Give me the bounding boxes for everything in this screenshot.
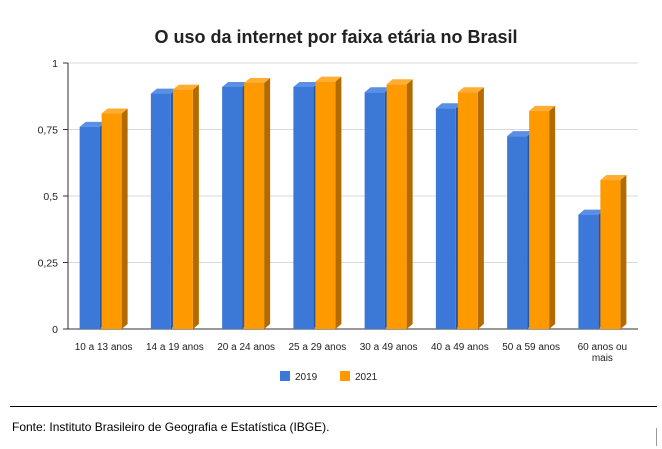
bar-front-2019-4 — [364, 92, 385, 329]
bar-side-2021-7 — [620, 175, 627, 329]
x-tick-label-1: 14 a 19 anos — [146, 342, 204, 353]
chart-container: O uso da internet por faixa etária no Br… — [38, 27, 638, 383]
x-tick-label-line: mais — [592, 353, 613, 364]
page-edge-mark — [656, 428, 660, 446]
bar-top-2021-7 — [600, 175, 627, 181]
bar-front-2021-3 — [315, 81, 336, 330]
bar-front-2019-3 — [293, 86, 314, 329]
bar-2021-0 — [101, 108, 128, 329]
bar-top-2021-5 — [457, 87, 484, 93]
y-tick-label-3: 0,75 — [38, 125, 59, 137]
x-tick-label-0: 10 a 13 anos — [75, 342, 133, 353]
bar-2021-2 — [244, 77, 271, 329]
bar-side-2021-0 — [121, 108, 128, 329]
x-tick-label-line: 25 a 29 anos — [288, 342, 346, 353]
bar-top-2019-1 — [150, 88, 177, 94]
chart-title: O uso da internet por faixa etária no Br… — [154, 27, 517, 47]
y-tick-label-1: 0,25 — [38, 258, 59, 270]
bar-side-2021-6 — [549, 105, 556, 329]
x-tick-label-line: 10 a 13 anos — [75, 342, 133, 353]
bar-2021-1 — [172, 84, 199, 329]
y-tick-label-2: 0,5 — [43, 191, 58, 203]
bars — [79, 76, 627, 330]
bar-2021-3 — [315, 76, 342, 330]
bar-chart: O uso da internet por faixa etária no Br… — [38, 27, 638, 383]
bar-front-2019-6 — [507, 136, 528, 329]
category-labels: 10 a 13 anos 14 a 19 anos 20 a 24 anos 25 a… — [75, 342, 627, 364]
x-tick-label-3: 25 a 29 anos — [288, 342, 346, 353]
bar-2021-6 — [529, 105, 556, 329]
x-tick-label-line: 20 a 24 anos — [217, 342, 275, 353]
bar-side-2021-1 — [192, 84, 199, 329]
x-tick-label-line: 30 a 49 anos — [360, 342, 418, 353]
bar-top-2019-0 — [79, 121, 106, 127]
x-tick-label-line: 40 a 49 anos — [431, 342, 489, 353]
bar-front-2021-0 — [101, 113, 122, 329]
bar-top-2019-2 — [222, 81, 249, 87]
x-tick-label-4: 30 a 49 anos — [360, 342, 418, 353]
legend-label-2019: 2019 — [295, 372, 318, 383]
bar-front-2021-5 — [457, 92, 478, 329]
bar-top-2021-1 — [172, 84, 199, 90]
footer-divider — [10, 406, 657, 407]
bar-front-2019-2 — [222, 86, 243, 329]
bar-front-2019-0 — [79, 126, 100, 329]
bar-front-2021-2 — [244, 82, 265, 329]
bar-side-2021-5 — [477, 87, 484, 329]
legend: 2019 2021 — [280, 371, 378, 383]
x-tick-label-line: 50 a 59 anos — [502, 342, 560, 353]
y-tick-label-0: 0 — [52, 324, 58, 336]
x-tick-label-5: 40 a 49 anos — [431, 342, 489, 353]
bar-front-2021-1 — [172, 89, 193, 329]
bar-top-2021-2 — [244, 77, 271, 83]
legend-swatch-2021 — [340, 371, 350, 381]
bar-2021-5 — [457, 87, 484, 329]
bar-top-2019-4 — [364, 87, 391, 93]
y-tick-label-4: 1 — [52, 58, 58, 70]
x-tick-label-line: 60 anos ou — [578, 342, 628, 353]
bar-side-2021-4 — [406, 79, 413, 329]
bar-side-2021-2 — [264, 77, 271, 329]
legend-label-2021: 2021 — [355, 372, 378, 383]
x-tick-label-2: 20 a 24 anos — [217, 342, 275, 353]
legend-swatch-2019 — [280, 371, 290, 381]
bar-2021-4 — [386, 79, 413, 329]
bar-front-2021-4 — [386, 84, 407, 329]
bar-top-2019-6 — [507, 131, 534, 137]
x-tick-label-line: 14 a 19 anos — [146, 342, 204, 353]
bar-top-2019-3 — [293, 81, 320, 87]
bar-top-2021-3 — [315, 76, 342, 82]
bar-top-2021-0 — [101, 108, 128, 114]
bar-top-2021-4 — [386, 79, 413, 85]
bar-top-2021-6 — [529, 105, 556, 111]
bar-front-2019-5 — [435, 108, 456, 329]
bar-front-2021-7 — [600, 180, 621, 329]
bar-front-2021-6 — [529, 110, 550, 329]
x-tick-label-7: 60 anos ou mais — [578, 342, 628, 364]
bar-2021-7 — [600, 175, 627, 329]
source-note: Fonte: Instituto Brasileiro de Geografia… — [12, 420, 330, 434]
x-tick-label-6: 50 a 59 anos — [502, 342, 560, 353]
bar-top-2019-7 — [578, 209, 605, 215]
bar-top-2019-5 — [435, 103, 462, 109]
bar-front-2019-1 — [150, 93, 171, 329]
bar-side-2021-3 — [335, 76, 342, 330]
bar-front-2019-7 — [578, 214, 599, 329]
